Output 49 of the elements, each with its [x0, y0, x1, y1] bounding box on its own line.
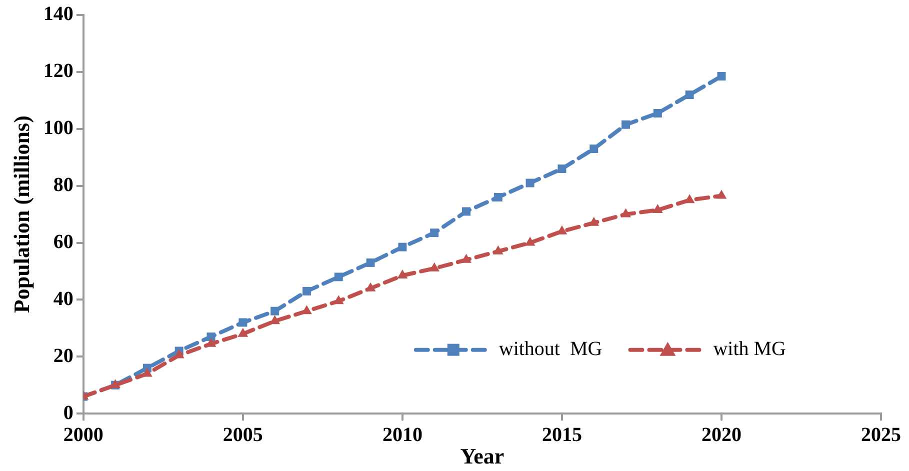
y-tick-label: 0: [63, 402, 74, 424]
point: [524, 236, 536, 246]
y-tick-label: 140: [43, 3, 74, 26]
point: [716, 190, 727, 199]
x-tick-label: 2005: [222, 424, 263, 446]
y-tick-label: 20: [53, 344, 74, 367]
x-tick-label: 2010: [382, 424, 422, 446]
point: [397, 270, 408, 279]
x-tick-label: 2015: [542, 424, 582, 446]
point: [462, 207, 470, 216]
point: [588, 216, 600, 226]
point: [333, 295, 344, 304]
legend-label: without MG: [498, 338, 602, 360]
point: [238, 318, 248, 327]
point: [492, 245, 504, 254]
point: [685, 90, 694, 99]
point: [526, 178, 534, 188]
x-tick-label: 2020: [701, 424, 742, 446]
point: [238, 328, 248, 337]
y-tick-label: 40: [53, 288, 74, 310]
point: [590, 144, 598, 154]
point: [684, 194, 695, 204]
y-tick-label: 100: [43, 117, 74, 140]
point: [366, 258, 375, 267]
x-tick-label: 2025: [861, 424, 901, 446]
point: [622, 120, 630, 129]
y-axis-title: Population (millions): [8, 116, 34, 314]
point: [302, 286, 311, 296]
y-tick-label: 120: [43, 60, 74, 82]
point: [652, 204, 663, 214]
point: [620, 208, 631, 218]
point: [398, 242, 407, 252]
point: [558, 164, 566, 173]
point: [270, 306, 280, 316]
point: [717, 72, 726, 80]
x-tick-label: 2000: [63, 424, 104, 446]
point: [461, 254, 472, 263]
point: [365, 282, 376, 292]
point: [334, 272, 343, 282]
y-tick-label: 80: [53, 174, 74, 196]
point: [653, 108, 662, 118]
point: [429, 262, 440, 272]
x-axis-title: Year: [460, 443, 504, 468]
legend-label: with MG: [713, 338, 786, 360]
y-tick-label: 60: [53, 230, 74, 253]
point: [302, 305, 312, 314]
point: [206, 332, 216, 341]
point: [430, 228, 439, 238]
point: [494, 192, 502, 202]
